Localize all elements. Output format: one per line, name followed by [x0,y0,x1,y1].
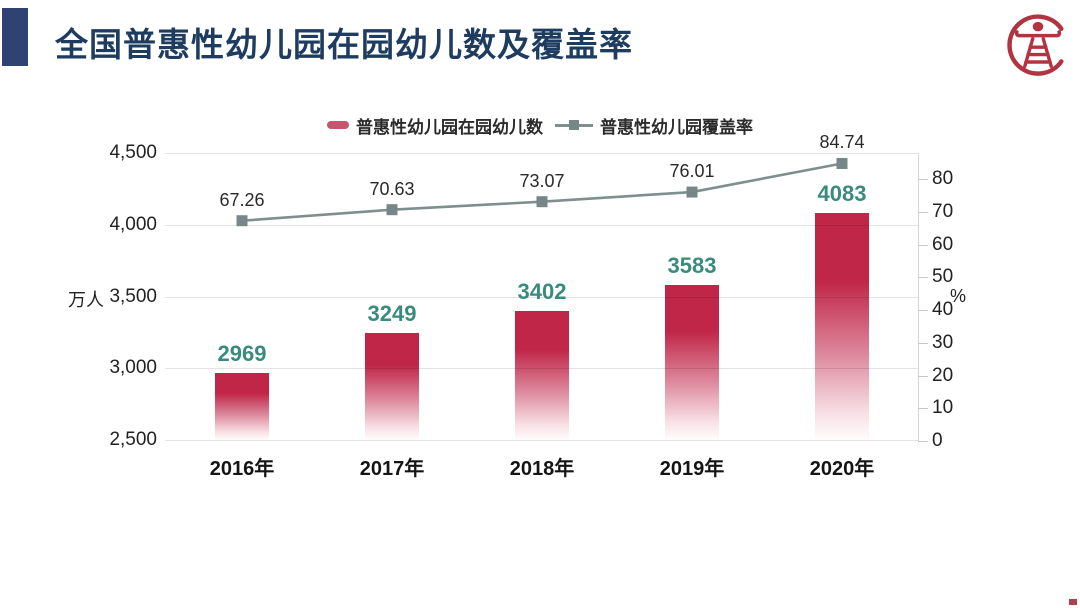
line-value-label: 73.07 [519,170,565,191]
line-point-marker [836,157,848,169]
y-axis-right-tick-label: 40 [932,299,954,320]
right-axis-tick [918,375,928,377]
line-point-marker [386,204,398,216]
x-axis-label: 2018年 [509,458,575,480]
right-axis-unit-label: % [950,285,967,306]
line-value-label: 76.01 [669,161,715,182]
bar-value-label: 3402 [517,278,567,304]
y-axis-left-tick-label: 3,500 [109,285,157,307]
right-axis-tick [918,179,928,180]
right-axis-tick [918,277,928,279]
right-axis-tick [918,211,928,213]
x-axis-label: 2017年 [359,458,425,480]
line-value-label: 84.74 [819,132,865,153]
line-value-label: 67.26 [219,189,265,210]
line-series-swatch-icon [555,119,593,131]
gridline [165,153,918,154]
line-point-marker [536,196,548,208]
bar [215,372,269,440]
right-axis-tick [918,342,928,344]
bar [815,212,869,440]
corner-artifact [1069,599,1077,605]
x-axis-label: 2016年 [209,458,275,480]
bar [515,310,569,440]
title-accent-square [2,8,28,66]
y-axis-right-tick-label: 70 [932,200,954,222]
y-axis-left-tick-label: 4,000 [109,213,157,235]
education-seal-logo-icon [1007,14,1064,76]
y-axis-right-tick-label: 20 [932,364,954,386]
y-axis-left-tick-label: 3,000 [109,357,157,379]
legend-label: 普惠性幼儿园在园幼儿数 [356,117,543,137]
legend-label: 普惠性幼儿园覆盖率 [600,117,753,137]
bar-value-label: 2969 [217,340,267,366]
x-axis-label: 2019年 [659,458,725,480]
right-axis-tick [918,441,928,442]
bar-series-swatch-icon [327,121,349,129]
page-title: 全国普惠性幼儿园在园幼儿数及覆盖率 [55,26,633,63]
gridline [165,224,918,226]
right-axis-tick [918,310,928,311]
bar [365,332,419,440]
bar-value-label: 3249 [367,300,417,326]
right-axis-line [918,153,919,441]
right-axis-tick [918,408,928,410]
line-point-marker [686,186,698,198]
bar-value-label: 3583 [667,252,717,278]
line-value-label: 70.63 [369,178,415,199]
y-axis-right-tick-label: 30 [932,331,954,353]
gridline [165,296,918,298]
bar [665,284,719,440]
x-axis-label: 2020年 [809,458,875,480]
y-axis-right-tick-label: 0 [932,430,943,451]
left-axis-unit-label: 万人 [68,289,104,310]
y-axis-right-tick-label: 10 [932,397,954,419]
gridline [165,440,918,441]
y-axis-right-tick-label: 50 [932,266,954,288]
y-axis-right-tick-label: 60 [932,233,954,255]
legend-item-bar-series: 普惠性幼儿园在园幼儿数 [327,113,543,138]
bar-value-label: 4083 [817,180,867,206]
y-axis-right-tick-label: 80 [932,168,954,189]
gridline [165,368,918,370]
chart-legend: 普惠性幼儿园在园幼儿数 普惠性幼儿园覆盖率 [0,112,1080,138]
y-axis-left-tick-label: 4,500 [109,142,157,163]
y-axis-left-tick-label: 2,500 [109,429,157,450]
legend-item-line-series: 普惠性幼儿园覆盖率 [555,113,753,138]
right-axis-tick [918,244,928,246]
